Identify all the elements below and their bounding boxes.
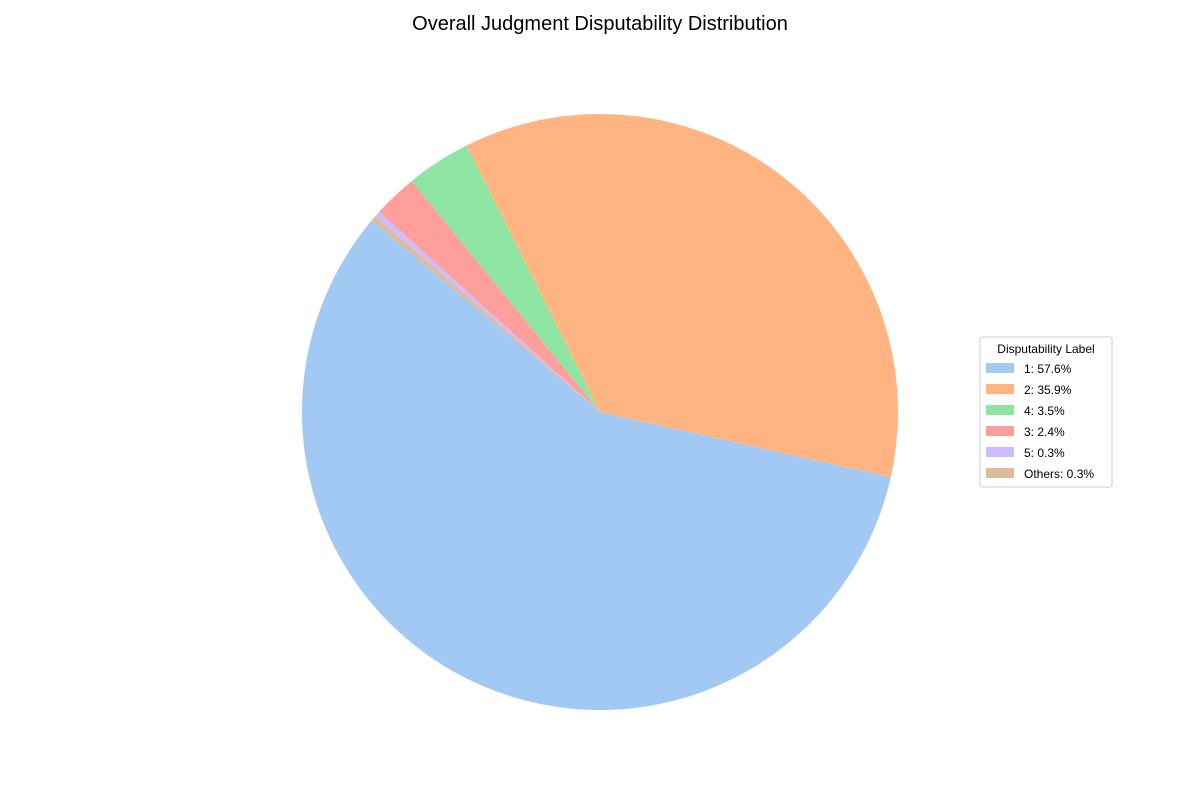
legend-label-2: 2: 35.9% — [1024, 383, 1072, 397]
pie-slice-1 — [302, 220, 891, 710]
legend-swatch-5 — [986, 447, 1014, 457]
chart-title: Overall Judgment Disputability Distribut… — [412, 13, 788, 35]
pie-slice-others — [371, 216, 600, 412]
pie-slice-4 — [411, 145, 600, 413]
pie-slices — [302, 113, 899, 710]
legend-label-3: 3: 2.4% — [1024, 425, 1065, 439]
pie-slice-2 — [466, 113, 899, 478]
legend-swatch-others — [986, 468, 1014, 478]
legend-swatch-2 — [986, 384, 1014, 394]
legend-items: 1: 57.6% 2: 35.9% 4: 3.5% 3: 2.4% 5: 0.3% Oth… — [986, 362, 1094, 481]
pie-slice-3 — [379, 181, 600, 412]
legend-swatch-1 — [986, 363, 1014, 373]
legend-label-5: 5: 0.3% — [1024, 446, 1065, 460]
legend-label-4: 4: 3.5% — [1024, 404, 1065, 418]
legend-swatch-3 — [986, 426, 1014, 436]
legend-swatch-4 — [986, 405, 1014, 415]
legend: Disputability Label 1: 57.6% 2: 35.9% 4: 3… — [979, 336, 1113, 488]
legend-title: Disputability Label — [997, 342, 1094, 356]
legend-label-others: Others: 0.3% — [1024, 467, 1094, 481]
legend-label-1: 1: 57.6% — [1024, 362, 1072, 376]
pie-slice-5 — [375, 211, 600, 412]
